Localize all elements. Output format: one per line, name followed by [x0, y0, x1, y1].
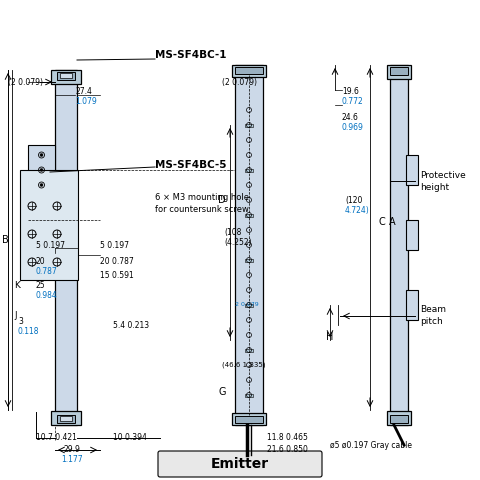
Text: 24.6: 24.6 — [342, 113, 359, 122]
FancyBboxPatch shape — [158, 451, 322, 477]
Circle shape — [40, 183, 43, 187]
Bar — [60, 73, 72, 78]
Text: 20: 20 — [36, 257, 46, 266]
Text: ø5 ø0.197 Gray cable: ø5 ø0.197 Gray cable — [330, 441, 412, 449]
Text: 15 0.591: 15 0.591 — [100, 271, 134, 279]
Bar — [245, 348, 253, 351]
Bar — [406, 290, 418, 320]
Bar — [235, 65, 263, 425]
Circle shape — [40, 154, 43, 156]
Text: 0.787: 0.787 — [36, 267, 58, 276]
Text: 27.4: 27.4 — [75, 87, 92, 96]
Text: height: height — [420, 182, 449, 192]
Text: 11.8 0.465: 11.8 0.465 — [267, 433, 308, 443]
Text: 0.772: 0.772 — [342, 97, 364, 107]
Text: C: C — [379, 217, 385, 227]
Text: 6 × M3 mounting hole: 6 × M3 mounting hole — [155, 193, 249, 203]
Bar — [387, 65, 411, 79]
Text: 25: 25 — [36, 280, 46, 289]
Bar — [232, 65, 266, 77]
Bar — [232, 413, 266, 425]
Text: for countersunk screw: for countersunk screw — [155, 204, 249, 214]
Bar — [245, 259, 253, 262]
Bar — [390, 65, 408, 425]
Text: Emitter: Emitter — [211, 457, 269, 471]
Text: 21.6 0.850: 21.6 0.850 — [267, 445, 308, 455]
Text: (108: (108 — [224, 228, 241, 237]
Text: MS-SF4BC-5: MS-SF4BC-5 — [155, 160, 227, 170]
Bar — [245, 303, 253, 307]
Text: 5 0.197: 5 0.197 — [36, 240, 65, 250]
Text: 19.6: 19.6 — [342, 87, 359, 96]
Text: 3: 3 — [18, 317, 23, 326]
Text: (120: (120 — [345, 195, 362, 204]
Text: D: D — [218, 195, 226, 205]
Text: (46.6 1.835): (46.6 1.835) — [222, 362, 265, 368]
Text: 10.7 0.421: 10.7 0.421 — [36, 433, 77, 443]
Bar — [28, 145, 55, 195]
Text: pitch: pitch — [420, 317, 443, 326]
Text: (4.252): (4.252) — [224, 239, 252, 248]
Text: H: H — [326, 332, 334, 342]
Bar — [245, 394, 253, 396]
Text: 1.177: 1.177 — [61, 456, 83, 465]
Bar — [245, 123, 253, 127]
Text: MS-SF4BC-1: MS-SF4BC-1 — [155, 50, 227, 60]
Bar — [20, 170, 78, 280]
Text: Protective: Protective — [420, 170, 466, 180]
Text: 29.9: 29.9 — [63, 445, 81, 455]
Bar — [235, 67, 263, 74]
Text: J: J — [14, 311, 16, 320]
Circle shape — [40, 168, 43, 171]
Bar — [57, 72, 75, 80]
Text: 0.969: 0.969 — [342, 123, 364, 132]
Bar — [390, 415, 408, 423]
Bar — [387, 411, 411, 425]
Text: A: A — [389, 217, 396, 227]
Text: 1.079: 1.079 — [75, 97, 97, 107]
Bar — [51, 411, 81, 425]
Text: 2 0.079: 2 0.079 — [235, 302, 259, 308]
Bar — [406, 220, 418, 250]
Bar — [390, 67, 408, 75]
Text: 10 0.394: 10 0.394 — [113, 433, 147, 443]
Text: 4.724): 4.724) — [345, 206, 370, 216]
Bar — [60, 416, 72, 421]
Bar — [245, 168, 253, 171]
Text: 0.118: 0.118 — [18, 327, 39, 336]
Text: 5.4 0.213: 5.4 0.213 — [113, 321, 149, 329]
Text: Beam: Beam — [420, 305, 446, 314]
Bar — [57, 415, 75, 423]
Text: (2 0.079): (2 0.079) — [8, 77, 43, 86]
Text: (2 0.079): (2 0.079) — [222, 77, 257, 86]
Text: 0.984: 0.984 — [36, 290, 58, 300]
Text: K: K — [14, 280, 20, 289]
Bar — [245, 214, 253, 216]
Text: B: B — [1, 235, 8, 245]
Bar — [55, 70, 77, 425]
Bar — [235, 416, 263, 423]
Bar — [51, 70, 81, 84]
Bar — [406, 155, 418, 185]
Text: 5 0.197: 5 0.197 — [100, 240, 129, 250]
Text: G: G — [218, 387, 226, 397]
Text: 20 0.787: 20 0.787 — [100, 257, 134, 266]
